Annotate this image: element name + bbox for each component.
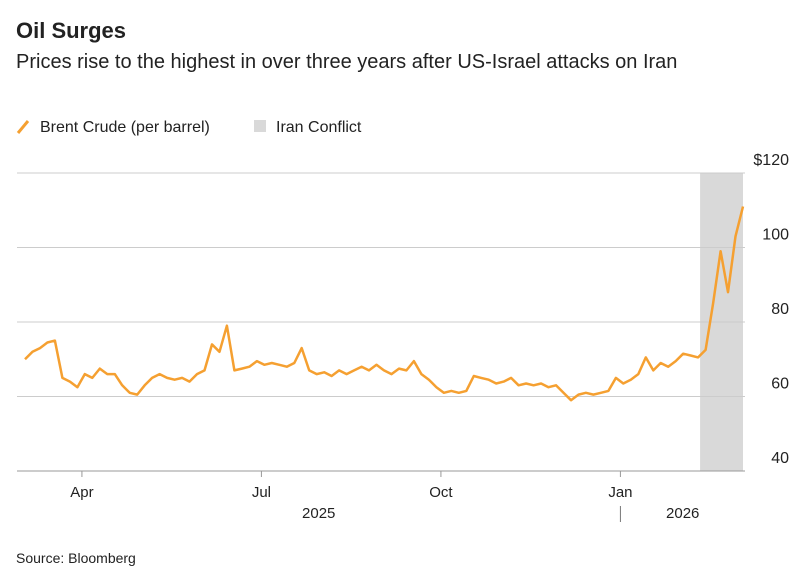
year-label: 2026: [666, 505, 699, 522]
x-tick-label: Apr: [70, 484, 93, 501]
legend-label: Iran Conflict: [276, 119, 362, 136]
year-label: 2025: [302, 505, 335, 522]
y-tick-label: 40: [771, 450, 789, 467]
y-tick-label: 100: [762, 227, 789, 244]
subtitle-box: Prices rise to the highest in over three…: [16, 51, 678, 73]
x-tick-label: Oct: [429, 484, 453, 501]
source: Source: Bloomberg: [16, 550, 136, 566]
y-tick-label: $120: [753, 152, 789, 169]
legend-label: Brent Crude (per barrel): [40, 119, 210, 136]
chart-title: Oil Surges: [16, 18, 126, 43]
price-line: [24, 206, 745, 402]
x-tick-label: Jan: [608, 484, 632, 501]
y-tick-label: 80: [771, 301, 789, 318]
x-tick-label: Jul: [252, 484, 271, 501]
legend-swatch: [16, 120, 30, 134]
chart-subtitle: Prices rise to the highest in over three…: [16, 51, 678, 73]
y-tick-label: 60: [771, 376, 789, 393]
legend-swatch: [254, 120, 266, 132]
